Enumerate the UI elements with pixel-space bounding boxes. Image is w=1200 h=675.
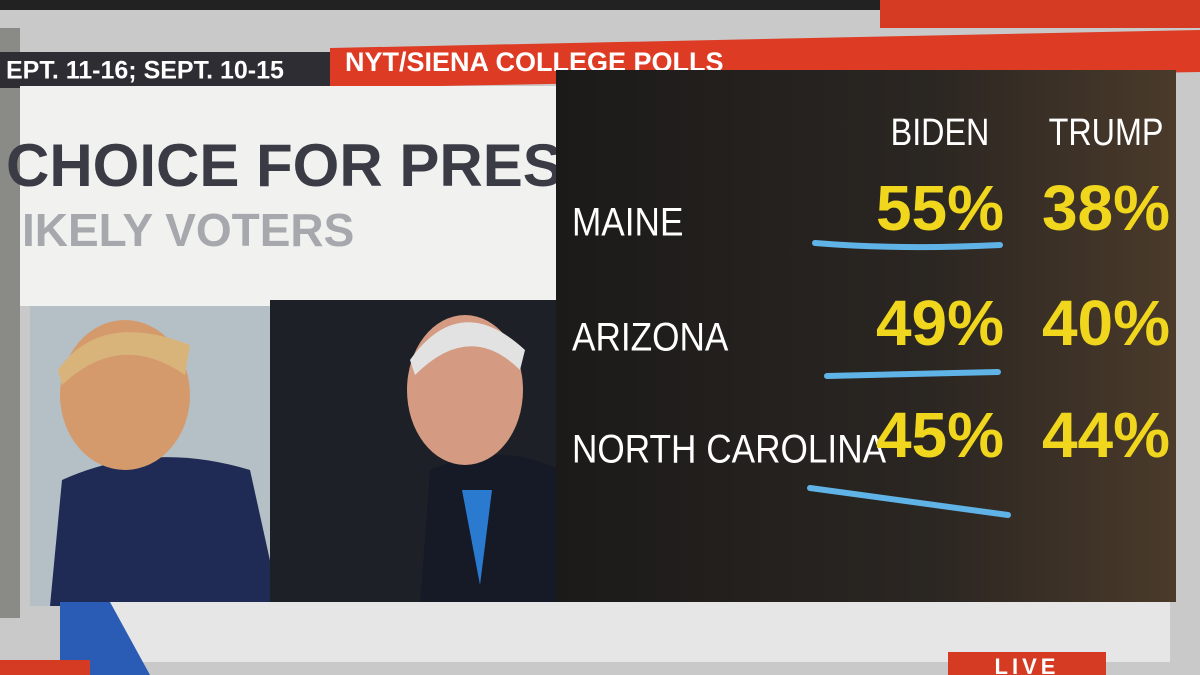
poll-value: 45% — [876, 399, 1004, 471]
results-panel — [556, 70, 1176, 602]
subtitle: IKELY VOTERS — [22, 204, 354, 256]
poll-value: 38% — [1042, 172, 1170, 244]
top-red — [880, 0, 1200, 28]
live-bug — [948, 652, 1106, 675]
live-text: LIVE — [995, 654, 1060, 675]
hair — [410, 322, 525, 375]
state-name: MAINE — [572, 199, 683, 244]
lower-accent — [60, 602, 150, 675]
title-panel — [20, 86, 556, 306]
poll-value: 40% — [1042, 287, 1170, 359]
pen-underline — [824, 369, 1001, 379]
suit — [420, 455, 560, 606]
results-table: BIDEN TRUMP MAINE 55% 38% ARIZONA 49% 40% NORTH … — [572, 112, 1170, 518]
column-header: BIDEN — [891, 112, 990, 154]
network-bug — [0, 660, 90, 675]
pen-underline — [807, 485, 1011, 518]
suit — [50, 457, 280, 606]
poll-value: 44% — [1042, 399, 1170, 471]
poll-value: 55% — [876, 172, 1004, 244]
tie — [462, 490, 492, 585]
poll-value: 49% — [876, 287, 1004, 359]
title: CHOICE FOR PRES. — [6, 132, 579, 199]
dates-bar — [0, 52, 330, 88]
state-name: ARIZONA — [572, 314, 729, 359]
dates: EPT. 11-16; SEPT. 10-15 — [6, 57, 284, 85]
bezel — [0, 0, 1200, 10]
pen-underline — [812, 240, 1003, 251]
left-studio — [0, 28, 20, 618]
hair — [58, 332, 190, 385]
column-header: TRUMP — [1049, 112, 1164, 154]
state-name: NORTH CAROLINA — [572, 426, 887, 471]
